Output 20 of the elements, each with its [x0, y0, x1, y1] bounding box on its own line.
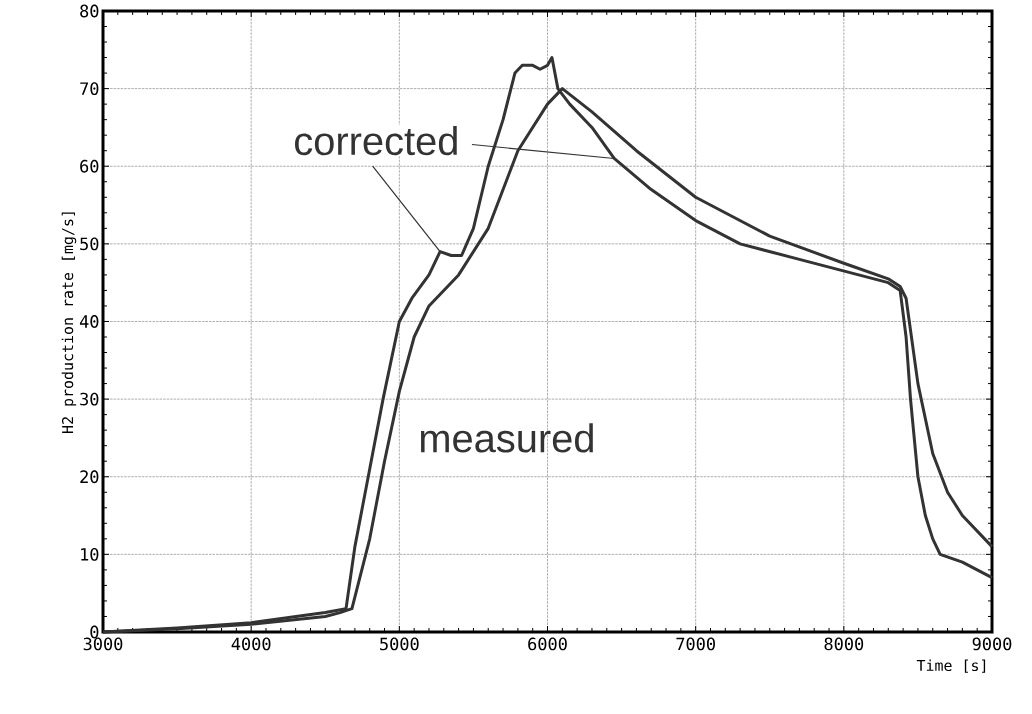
- legend-label: corrected: [295, 125, 457, 156]
- y-tick-label: 60: [80, 159, 99, 173]
- y-tick-label: 50: [80, 237, 99, 251]
- y-tick-label: 20: [80, 470, 99, 484]
- y-tick-label: 30: [80, 392, 99, 406]
- y-tick-label: 10: [81, 547, 99, 561]
- x-axis-title: Time [s]: [916, 659, 986, 673]
- x-tick-label: 8000: [824, 637, 864, 651]
- x-tick-label: 5000: [380, 637, 419, 651]
- y-tick-label: 0: [90, 625, 99, 639]
- series-label: measured: [420, 423, 593, 453]
- x-tick-label: 7000: [676, 637, 715, 651]
- x-tick-label: 9000: [972, 637, 1012, 651]
- y-tick-label: 40: [79, 315, 99, 328]
- x-tick-label: 4000: [231, 637, 271, 651]
- y-axis-title: H2 production rate [mg/s]: [61, 212, 77, 433]
- y-tick-label: 70: [80, 82, 99, 96]
- y-tick-label: 80: [80, 4, 99, 18]
- x-tick-label: 3000: [83, 637, 123, 651]
- x-tick-label: 6000: [528, 637, 567, 651]
